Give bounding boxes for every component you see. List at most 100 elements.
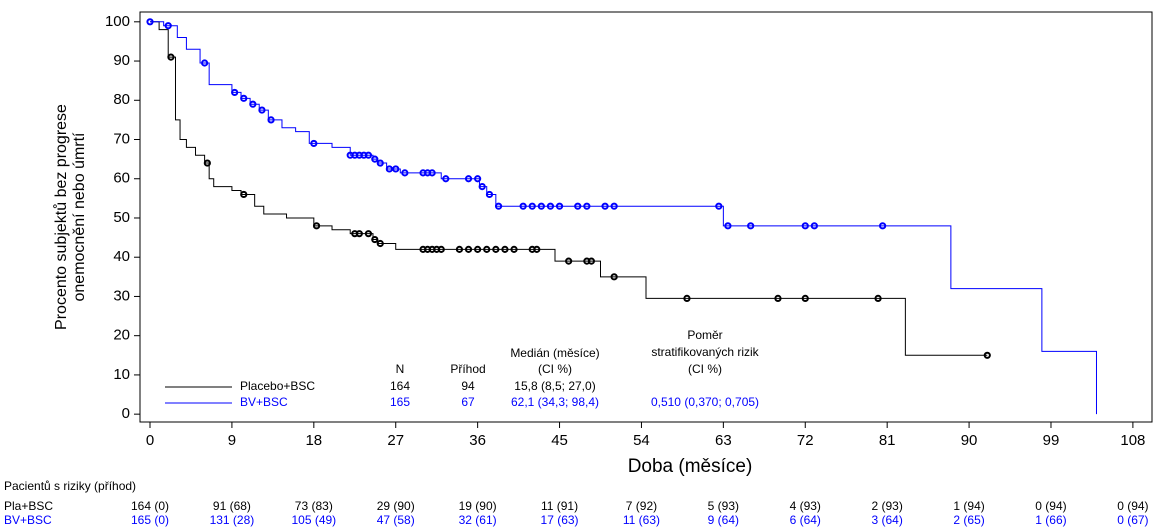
- censor-mark: [231, 88, 239, 97]
- x-axis-label: Doba (měsíce): [628, 456, 753, 477]
- risk-value: 1 (94): [953, 499, 984, 513]
- censor-mark: [810, 222, 818, 230]
- risk-value: 17 (63): [541, 513, 579, 527]
- censor-mark: [164, 22, 172, 30]
- censor-mark: [371, 235, 379, 244]
- y-tick-label: 50: [113, 209, 130, 226]
- risk-value: 5 (93): [708, 499, 739, 513]
- censor-mark: [201, 59, 209, 67]
- censor-mark: [565, 257, 573, 265]
- x-tick-label: 90: [961, 432, 978, 449]
- censor-mark: [355, 230, 363, 238]
- censor-mark: [774, 294, 782, 303]
- risk-value: 2 (65): [953, 513, 984, 527]
- censor-mark: [240, 94, 248, 102]
- risk-value: 164 (0): [131, 499, 169, 513]
- summary-header: Poměr: [687, 328, 722, 342]
- risk-value: 19 (90): [459, 499, 497, 513]
- x-tick-label: 72: [797, 432, 814, 449]
- censor-mark: [376, 159, 384, 167]
- censor-mark: [364, 151, 373, 159]
- y-axis-label: onemocnění nebo úmrtí: [71, 132, 88, 302]
- censor-mark: [474, 175, 482, 183]
- risk-value: 73 (83): [295, 499, 333, 513]
- summary-header: stratifikovaných rizik: [651, 345, 759, 359]
- risk-value: 0 (94): [1117, 499, 1148, 513]
- censor-mark: [747, 222, 755, 230]
- censor-mark: [240, 190, 248, 199]
- censor-mark: [310, 139, 318, 148]
- censor-mark: [494, 202, 503, 210]
- censor-mark: [371, 155, 379, 163]
- censor-mark: [455, 245, 464, 253]
- censor-mark: [428, 169, 436, 177]
- censor-mark: [610, 202, 618, 210]
- risk-value: 11 (63): [623, 513, 660, 527]
- x-tick-label: 63: [715, 432, 732, 449]
- censor-mark: [312, 222, 321, 230]
- censor-mark: [587, 257, 595, 265]
- summary-events: 94: [461, 379, 475, 393]
- censor-mark: [249, 100, 257, 108]
- censor-mark: [583, 202, 591, 210]
- x-tick-label: 54: [633, 432, 650, 449]
- risk-row-label: Pla+BSC: [4, 499, 53, 513]
- y-tick-label: 0: [122, 405, 130, 422]
- y-tick-label: 80: [113, 91, 130, 108]
- x-tick-label: 45: [551, 432, 568, 449]
- censor-mark: [983, 351, 991, 359]
- summary-header: Příhod: [450, 362, 485, 376]
- summary-header: (CI %): [688, 362, 722, 376]
- censor-mark: [510, 245, 518, 253]
- survival-curve: [150, 21, 988, 356]
- y-tick-label: 90: [113, 52, 130, 69]
- summary-header: Medián (měsíce): [510, 346, 599, 360]
- censor-mark: [546, 202, 555, 210]
- censor-mark: [533, 245, 541, 253]
- censor-mark: [376, 239, 384, 248]
- censor-mark: [537, 202, 545, 210]
- risk-value: 165 (0): [131, 513, 169, 527]
- summary-header: N: [396, 362, 405, 376]
- risk-value: 32 (61): [459, 513, 497, 527]
- risk-value: 91 (68): [213, 499, 251, 513]
- y-tick-label: 100: [105, 13, 130, 30]
- risk-row-label: BV+BSC: [4, 513, 52, 527]
- legend-label: BV+BSC: [240, 395, 288, 409]
- censor-mark: [203, 159, 211, 167]
- summary-n: 164: [390, 379, 410, 393]
- y-tick-label: 30: [113, 287, 130, 304]
- y-tick-label: 40: [113, 248, 130, 265]
- censor-mark: [501, 245, 509, 253]
- censor-mark: [364, 230, 373, 238]
- summary-median: 15,8 (8,5; 27,0): [514, 379, 595, 393]
- risk-value: 3 (64): [871, 513, 902, 527]
- censor-mark: [574, 202, 582, 210]
- censor-mark: [483, 245, 491, 253]
- risk-value: 47 (58): [377, 513, 415, 527]
- censor-mark: [601, 202, 609, 210]
- risk-value: 1 (66): [1035, 513, 1066, 527]
- censor-mark: [874, 294, 882, 303]
- censor-mark: [724, 222, 732, 230]
- x-tick-label: 27: [387, 432, 404, 449]
- risk-value: 29 (90): [377, 499, 415, 513]
- censor-mark: [801, 222, 809, 230]
- y-tick-label: 60: [113, 170, 130, 187]
- censor-mark: [385, 165, 393, 173]
- censor-mark: [146, 18, 154, 26]
- risk-value: 0 (67): [1117, 513, 1148, 527]
- censor-mark: [464, 175, 473, 183]
- censor-mark: [610, 273, 618, 281]
- x-tick-label: 108: [1120, 432, 1145, 449]
- censor-mark: [464, 245, 473, 253]
- summary-hazard-ratio: 0,510 (0,370; 0,705): [651, 395, 759, 409]
- censor-mark: [437, 245, 445, 253]
- x-tick-label: 9: [228, 432, 236, 449]
- x-tick-label: 18: [305, 432, 322, 449]
- legend-label: Placebo+BSC: [240, 379, 315, 393]
- y-tick-label: 20: [113, 327, 130, 344]
- risk-value: 0 (94): [1035, 499, 1066, 513]
- summary-n: 165: [390, 395, 410, 409]
